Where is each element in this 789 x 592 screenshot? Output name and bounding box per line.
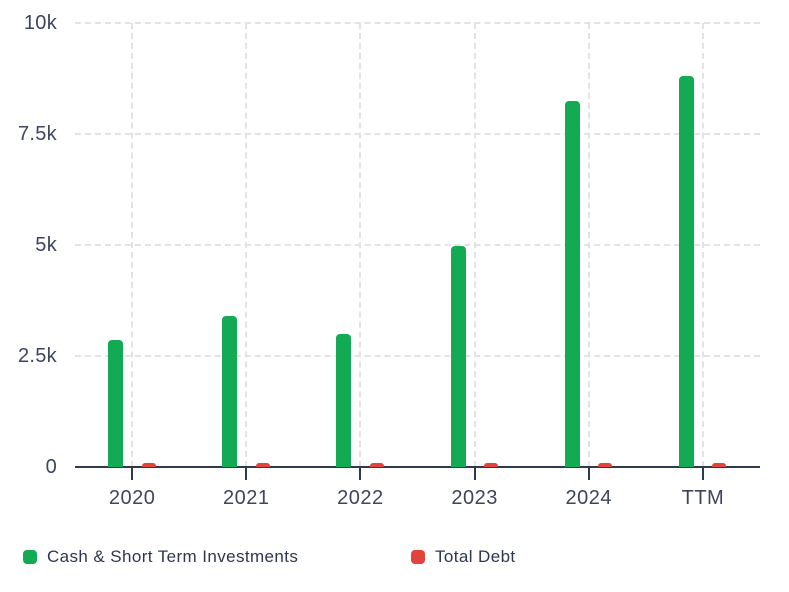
bar-TTM-cash-short-term-investments[interactable]	[678, 76, 694, 467]
y-gridline-2.5k	[75, 355, 760, 357]
bar-2022-cash-short-term-investments[interactable]	[336, 334, 352, 467]
y-axis-label-0: 0	[45, 456, 57, 478]
bar-2020-total-debt[interactable]	[141, 462, 156, 467]
bar-2022-total-debt[interactable]	[369, 462, 384, 467]
x-gridline-2022	[359, 23, 362, 467]
x-axis-tick-TTM	[701, 468, 704, 480]
y-gridline-5k	[75, 244, 760, 246]
x-gridline-2020	[131, 23, 134, 467]
x-axis-tick-2020	[131, 468, 134, 480]
bar-2023-cash-short-term-investments[interactable]	[450, 246, 466, 467]
x-axis-tick-2024	[587, 468, 590, 480]
x-gridline-2023	[473, 23, 476, 467]
x-axis-label-TTM: TTM	[681, 487, 725, 509]
x-axis-tick-2021	[245, 468, 248, 480]
x-axis-label-2022: 2022	[337, 487, 384, 509]
x-axis-label-2020: 2020	[108, 487, 156, 509]
y-gridline-7.5k	[75, 133, 760, 135]
y-axis-label-10k: 10k	[23, 12, 57, 34]
legend-swatch-green-icon	[23, 550, 37, 564]
legend-label-cash-and-short-term-investments: Cash & Short Term Investments	[47, 547, 299, 566]
legend-item-cash-and-short-term-investments[interactable]: Cash & Short Term Investments	[23, 546, 298, 568]
bar-2024-cash-short-term-investments[interactable]	[564, 100, 580, 467]
x-axis-label-2024: 2024	[565, 487, 612, 509]
legend-item-total-debt[interactable]: Total Debt	[411, 546, 516, 568]
y-axis-label-2.5k: 2.5k	[17, 345, 57, 367]
legend-swatch-red-icon	[411, 550, 425, 564]
bar-2021-total-debt[interactable]	[255, 462, 270, 467]
x-axis-label-2021: 2021	[222, 487, 270, 509]
x-axis-label-2023: 2023	[451, 487, 498, 509]
bar-2021-cash-short-term-investments[interactable]	[222, 316, 238, 467]
x-gridline-2021	[245, 23, 248, 467]
x-axis-line	[75, 466, 760, 468]
x-axis-tick-2022	[359, 468, 362, 480]
bar-2023-total-debt[interactable]	[484, 462, 499, 467]
bar-2020-cash-short-term-investments[interactable]	[108, 340, 124, 467]
x-axis-tick-2023	[473, 468, 476, 480]
x-gridline-2024	[587, 23, 590, 467]
y-gridline-10k	[75, 22, 760, 24]
legend-label-total-debt: Total Debt	[435, 547, 516, 566]
x-gridline-TTM	[701, 23, 704, 467]
bar-TTM-total-debt[interactable]	[712, 462, 727, 467]
y-axis-label-7.5k: 7.5k	[17, 123, 57, 145]
y-axis-label-5k: 5k	[35, 234, 57, 256]
bar-2024-total-debt[interactable]	[598, 462, 613, 467]
